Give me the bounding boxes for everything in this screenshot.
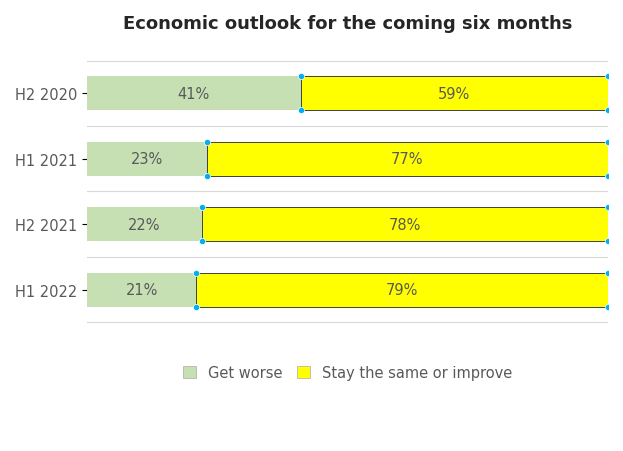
Text: 23%: 23%	[131, 152, 163, 167]
Bar	[196, 273, 608, 307]
Text: 41%: 41%	[178, 87, 210, 101]
Text: 79%: 79%	[386, 282, 419, 298]
Text: 77%: 77%	[391, 152, 424, 167]
Text: 78%: 78%	[389, 217, 421, 232]
Text: 22%: 22%	[128, 217, 161, 232]
Bar	[87, 273, 196, 307]
Bar	[207, 143, 608, 176]
Text: 21%: 21%	[126, 282, 158, 298]
Bar	[87, 77, 301, 111]
Title: Economic outlook for the coming six months: Economic outlook for the coming six mont…	[123, 15, 573, 33]
Bar	[301, 77, 608, 111]
Bar	[202, 208, 608, 242]
Text: 59%: 59%	[438, 87, 470, 101]
Legend: Get worse, Stay the same or improve: Get worse, Stay the same or improve	[183, 365, 512, 380]
Bar	[87, 143, 207, 176]
Bar	[87, 208, 202, 242]
